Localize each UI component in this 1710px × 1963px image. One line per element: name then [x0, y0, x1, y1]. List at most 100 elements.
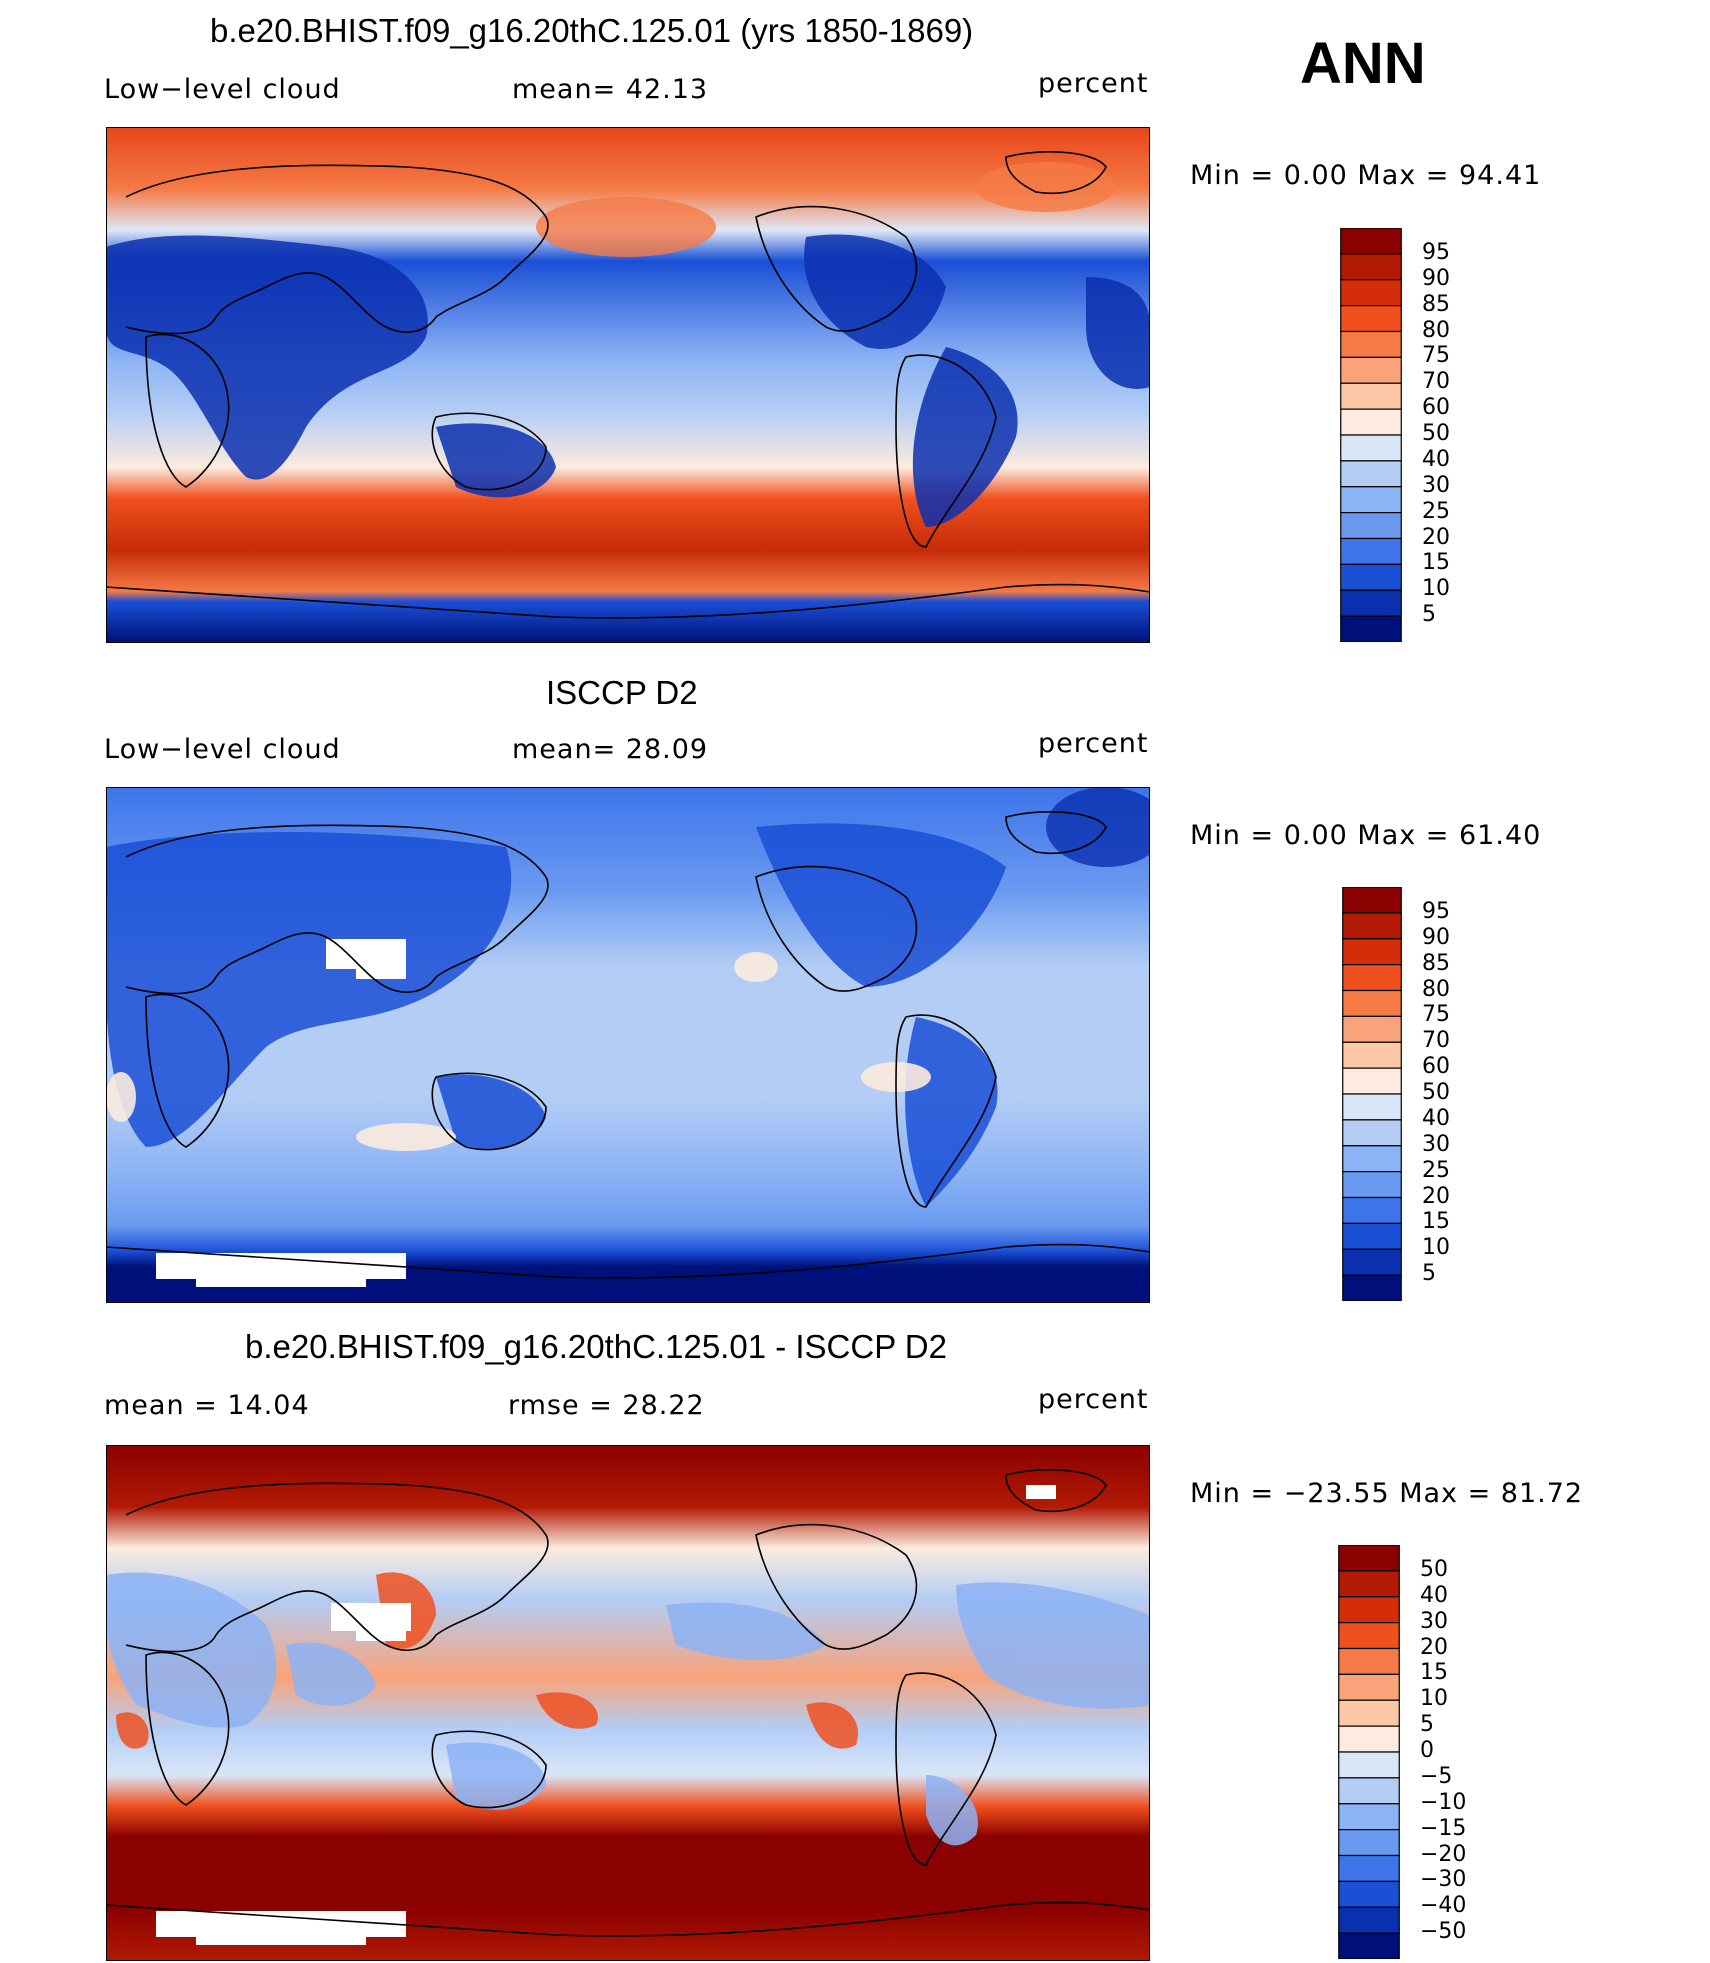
panel1-minmax-label: Min = 0.00 Max = 94.41 — [1190, 160, 1542, 191]
panel3-units-label: percent — [1038, 1384, 1149, 1415]
colorbar-swatch — [1338, 1906, 1400, 1934]
colorbar-swatch — [1340, 227, 1402, 255]
colorbar-tick-label: −30 — [1420, 1867, 1467, 1893]
panel3-field — [106, 1445, 1150, 1961]
colorbar-tick-label: 85 — [1422, 291, 1450, 317]
colorbar-swatch — [1338, 1673, 1400, 1701]
colorbar-tick-label: 15 — [1420, 1660, 1448, 1686]
colorbar-tick-label: −10 — [1420, 1789, 1467, 1815]
colorbar-swatch — [1342, 1222, 1402, 1250]
panel2-colorbar-swatches — [1342, 886, 1402, 1302]
colorbar-tick-label: 30 — [1420, 1608, 1448, 1634]
colorbar-tick-label: 20 — [1422, 1183, 1450, 1209]
colorbar-tick-label: 5 — [1420, 1712, 1434, 1738]
colorbar-tick-label: 15 — [1422, 550, 1450, 576]
colorbar-tick-label: 20 — [1420, 1634, 1448, 1660]
colorbar-tick-label: 10 — [1420, 1686, 1448, 1712]
colorbar-swatch — [1338, 1622, 1400, 1650]
colorbar-swatch — [1340, 408, 1402, 436]
colorbar-swatch — [1342, 1119, 1402, 1147]
colorbar-swatch — [1338, 1829, 1400, 1857]
panel2-units-label: percent — [1038, 728, 1149, 759]
panel1-map — [106, 127, 1150, 643]
panel1-coastlines — [106, 151, 1150, 619]
colorbar-swatch — [1340, 589, 1402, 617]
colorbar-swatch — [1340, 305, 1402, 333]
colorbar-swatch — [1340, 356, 1402, 384]
colorbar-swatch — [1338, 1647, 1400, 1675]
colorbar-tick-label: 80 — [1422, 317, 1450, 343]
colorbar-swatch — [1340, 382, 1402, 410]
colorbar-swatch — [1340, 512, 1402, 540]
colorbar-swatch — [1340, 253, 1402, 281]
colorbar-tick-label: 10 — [1422, 1235, 1450, 1261]
panel3-mean-label: mean = 14.04 — [104, 1390, 310, 1421]
colorbar-tick-label: 95 — [1422, 239, 1450, 265]
panel2-colorbar — [1342, 886, 1402, 1305]
colorbar-tick-label: 95 — [1422, 898, 1450, 924]
panel3-missing-data — [156, 1485, 1056, 1945]
panel2-land-lows — [106, 823, 1006, 1207]
colorbar-tick-label: 40 — [1422, 446, 1450, 472]
panel2-variable-label: Low−level cloud — [104, 734, 341, 765]
colorbar-tick-label: 90 — [1422, 265, 1450, 291]
colorbar-tick-label: 60 — [1422, 395, 1450, 421]
panel3-map — [106, 1445, 1150, 1961]
colorbar-tick-label: 30 — [1422, 472, 1450, 498]
colorbar-swatch — [1338, 1699, 1400, 1727]
panel3-colorbar-swatches — [1338, 1544, 1400, 1960]
colorbar-swatch — [1340, 486, 1402, 514]
panel3-title: b.e20.BHIST.f09_g16.20thC.125.01 - ISCCP… — [245, 1328, 947, 1365]
colorbar-tick-label: 40 — [1422, 1105, 1450, 1131]
colorbar-swatch — [1338, 1932, 1400, 1960]
panel1-title: b.e20.BHIST.f09_g16.20thC.125.01 (yrs 18… — [210, 12, 974, 49]
colorbar-swatch — [1342, 1248, 1402, 1276]
colorbar-tick-label: 50 — [1422, 421, 1450, 446]
colorbar-tick-label: 75 — [1422, 343, 1450, 369]
colorbar-swatch — [1338, 1803, 1400, 1831]
colorbar-swatch — [1342, 1093, 1402, 1121]
colorbar-swatch — [1342, 886, 1402, 914]
panel2-minmax-label: Min = 0.00 Max = 61.40 — [1190, 820, 1542, 851]
panel1-colorbar — [1340, 227, 1402, 646]
colorbar-swatch — [1342, 1274, 1402, 1302]
panel2-polar-lows — [1046, 787, 1150, 867]
colorbar-swatch — [1342, 1196, 1402, 1224]
colorbar-swatch — [1338, 1880, 1400, 1908]
panel3-frame — [106, 1445, 1150, 1961]
panel1-units-label: percent — [1038, 68, 1149, 99]
colorbar-swatch — [1342, 964, 1402, 992]
season-label: ANN — [1300, 31, 1426, 96]
colorbar-swatch — [1340, 434, 1402, 462]
colorbar-swatch — [1342, 938, 1402, 966]
colorbar-tick-label: 5 — [1422, 602, 1436, 628]
colorbar-swatch — [1340, 279, 1402, 307]
panel3-rmse-label: rmse = 28.22 — [508, 1390, 705, 1421]
colorbar-tick-label: 90 — [1422, 924, 1450, 950]
colorbar-tick-label: 25 — [1422, 498, 1450, 524]
colorbar-swatch — [1338, 1777, 1400, 1805]
colorbar-tick-label: −20 — [1420, 1841, 1467, 1867]
colorbar-swatch — [1340, 460, 1402, 488]
colorbar-tick-label: 50 — [1422, 1080, 1450, 1105]
colorbar-tick-label: 70 — [1422, 369, 1450, 395]
panel3-colorbar — [1338, 1544, 1400, 1963]
colorbar-tick-label: 0 — [1420, 1738, 1434, 1763]
colorbar-tick-label: 75 — [1422, 1002, 1450, 1028]
colorbar-tick-label: 15 — [1422, 1209, 1450, 1235]
panel2-missing-data — [156, 939, 406, 1287]
colorbar-swatch — [1338, 1596, 1400, 1624]
colorbar-swatch — [1342, 989, 1402, 1017]
panel2-ocean-highs — [106, 952, 931, 1151]
panel1-colorbar-swatches — [1340, 227, 1402, 643]
panel1-mean-label: mean= 42.13 — [512, 74, 709, 105]
panel1-variable-label: Low−level cloud — [104, 74, 341, 105]
panel2-map — [106, 787, 1150, 1303]
colorbar-tick-label: 25 — [1422, 1157, 1450, 1183]
panel2-frame — [106, 787, 1150, 1303]
colorbar-tick-label: 5 — [1422, 1261, 1436, 1287]
colorbar-swatch — [1342, 1041, 1402, 1069]
colorbar-tick-label: 50 — [1420, 1556, 1448, 1582]
panel3-coastlines — [106, 1469, 1150, 1937]
colorbar-tick-label: 85 — [1422, 950, 1450, 976]
